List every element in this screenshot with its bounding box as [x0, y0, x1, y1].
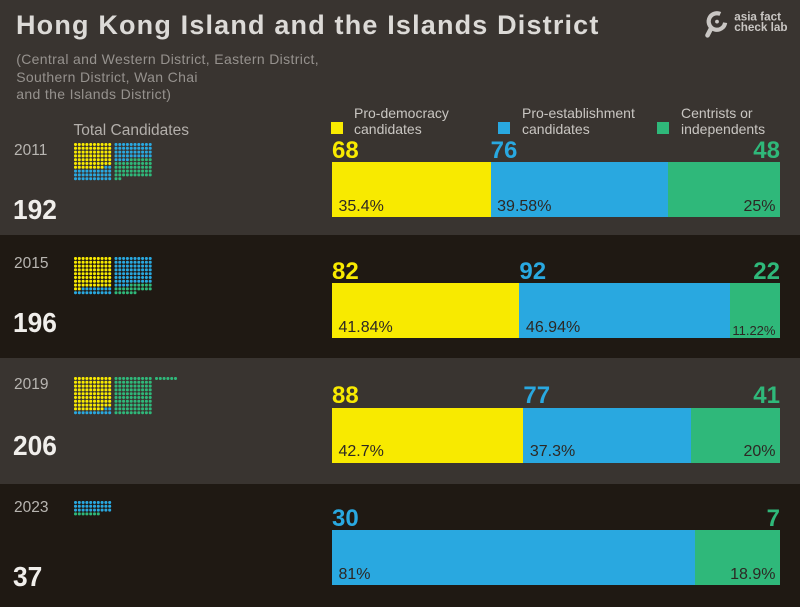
svg-text:check lab: check lab — [734, 21, 787, 34]
svg-text:asia fact: asia fact — [734, 10, 781, 23]
